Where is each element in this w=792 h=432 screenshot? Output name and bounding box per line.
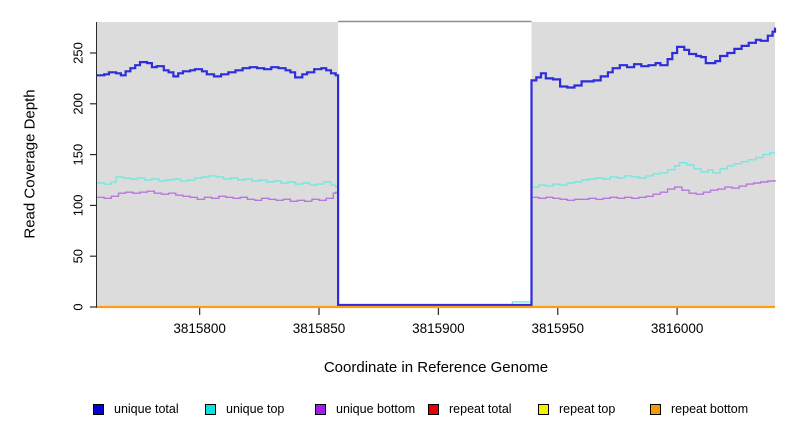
legend-label: repeat bottom xyxy=(671,402,749,416)
y-tick-label: 150 xyxy=(70,144,85,166)
legend-swatch-icon xyxy=(538,403,549,415)
y-tick-label: 250 xyxy=(70,42,85,64)
legend-swatch-icon xyxy=(315,403,326,415)
legend-swatch-icon xyxy=(205,403,216,415)
legend-item-repeat-top: repeat top xyxy=(538,402,615,416)
y-tick-label: 50 xyxy=(70,249,85,263)
x-tick-label: 3815950 xyxy=(531,321,584,336)
legend-item-unique-total: unique total xyxy=(93,402,179,416)
legend-label: unique total xyxy=(114,402,179,416)
covered-region xyxy=(97,22,339,307)
legend-item-unique-bottom: unique bottom xyxy=(315,402,415,416)
legend-label: repeat top xyxy=(559,402,616,416)
x-tick-label: 3815900 xyxy=(412,321,465,336)
legend-swatch-icon xyxy=(93,403,104,415)
legend-item-repeat-total: repeat total xyxy=(428,402,512,416)
x-tick-label: 3816000 xyxy=(651,321,704,336)
series-line-unique-total xyxy=(97,27,777,307)
legend-label: unique top xyxy=(226,402,285,416)
legend-swatch-icon xyxy=(428,403,439,415)
x-tick-label: 3815850 xyxy=(293,321,346,336)
x-tick-label: 3815800 xyxy=(173,321,226,336)
y-tick-label: 0 xyxy=(70,303,85,310)
legend-label: repeat total xyxy=(449,402,512,416)
legend-swatch-icon xyxy=(650,403,661,415)
y-tick-label: 200 xyxy=(70,93,85,115)
legend-item-repeat-bottom: repeat bottom xyxy=(650,402,748,416)
x-axis-title: Coordinate in Reference Genome xyxy=(323,359,549,376)
y-axis-title: Read Coverage Depth xyxy=(21,89,39,239)
series-line-unique-top xyxy=(97,151,775,306)
legend-label: unique bottom xyxy=(336,402,416,416)
legend: unique total unique top unique bottom repea… xyxy=(0,402,792,418)
legend-item-unique-top: unique top xyxy=(205,402,284,416)
y-tick-label: 100 xyxy=(70,195,85,217)
